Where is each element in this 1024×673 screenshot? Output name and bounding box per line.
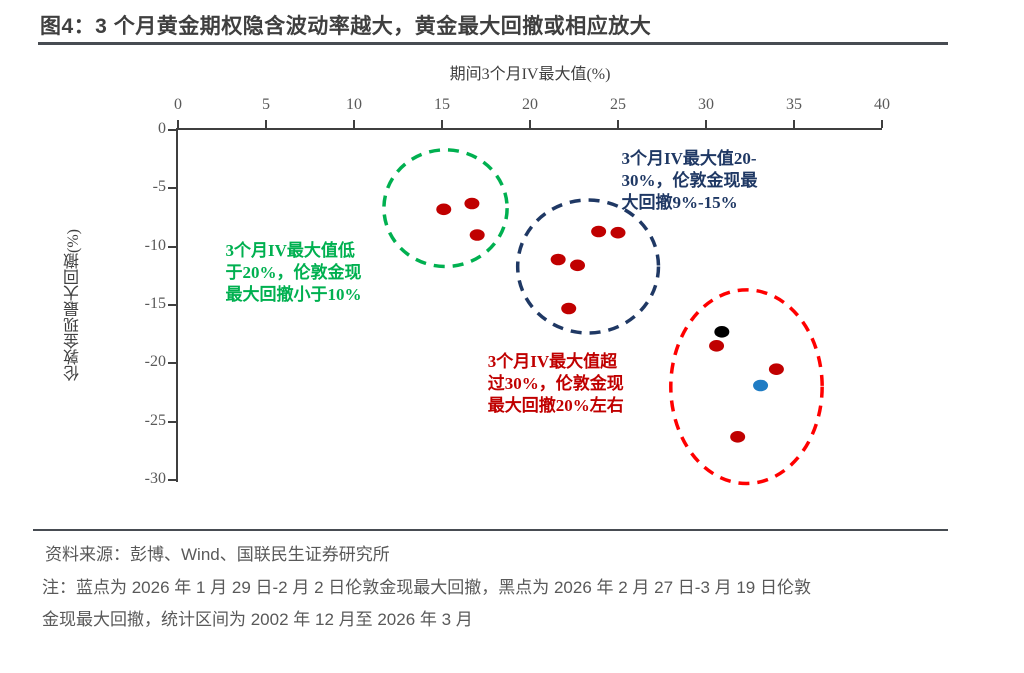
x-tick-label: 10 [346, 96, 362, 113]
group-iv-above-30-ellipse [669, 288, 824, 486]
data-point [436, 203, 452, 216]
data-point [469, 229, 485, 241]
annotation-green: 3个月IV最大值低 于20%，伦敦金现 最大回撤小于10% [225, 240, 362, 304]
y-tick-label: -20 [144, 353, 166, 371]
annotation-navy: 3个月IV最大值20- 30%，伦敦金现最 大回撤9%-15% [621, 148, 758, 212]
figure-title: 图4：3 个月黄金期权隐含波动率越大，黄金最大回撤或相应放大 [40, 15, 652, 38]
x-tick [881, 120, 883, 128]
x-axis-title: 期间3个月IV最大值(%) [449, 66, 611, 83]
x-tick [529, 120, 531, 128]
data-point [570, 259, 586, 272]
y-axis-title: 伦敦金现最大回撤(%) [65, 229, 82, 381]
data-point [464, 197, 480, 210]
x-tick-label: 25 [610, 96, 626, 113]
y-tick [168, 362, 176, 365]
scatter-plot-area: 0 5 10 15 20 25 30 35 40 0 -5 -10 -15 -20 -25 -30 3个月IV最… [145, 96, 890, 487]
plot-canvas [382, 148, 824, 486]
data-point [753, 379, 769, 392]
x-tick [265, 120, 267, 128]
x-tick [441, 120, 443, 128]
data-point [610, 226, 626, 239]
y-tick [168, 129, 176, 131]
source-text: 资料来源：彭博、Wind、国联民生证券研究所 [45, 545, 390, 564]
x-tick-label: 0 [174, 96, 182, 113]
group-iv-20-30-ellipse [515, 198, 661, 335]
x-tick-label: 5 [262, 96, 270, 113]
y-tick-label: -10 [144, 236, 166, 254]
y-tick-label: 0 [158, 120, 166, 137]
annotation-red: 3个月IV最大值超 过30%，伦敦金现 最大回撤20%左右 [487, 351, 624, 415]
data-point [714, 326, 730, 338]
note-text-line2: 金现最大回撤，统计区间为 2002 年 12 月至 2026 年 3 月 [42, 610, 473, 629]
y-tick [168, 479, 176, 481]
y-tick-label: -15 [144, 295, 166, 312]
x-tick-label: 20 [522, 96, 538, 113]
y-tick-label: -5 [152, 178, 166, 196]
y-tick [168, 187, 176, 190]
data-point [730, 431, 746, 443]
y-tick [168, 304, 176, 306]
x-axis-line [176, 128, 882, 130]
x-tick-label: 40 [874, 96, 890, 113]
y-tick-label: -30 [144, 470, 166, 487]
y-tick-label: -25 [144, 411, 166, 429]
x-tick-label: 35 [786, 96, 802, 113]
data-point [561, 302, 577, 315]
x-tick [793, 120, 795, 128]
note-text-line1: 注：蓝点为 2026 年 1 月 29 日-2 月 2 日伦敦金现最大回撤，黑点… [42, 578, 811, 597]
data-point [768, 363, 784, 375]
x-tick [177, 120, 179, 128]
data-point [550, 253, 566, 266]
y-tick [168, 420, 176, 423]
title-underline [38, 42, 948, 45]
x-tick-label: 30 [698, 96, 714, 113]
x-tick-label: 15 [434, 96, 450, 113]
data-point [591, 225, 607, 238]
data-point [709, 340, 725, 352]
y-axis-line [176, 128, 178, 482]
x-tick [705, 120, 707, 128]
x-tick [353, 120, 355, 128]
x-tick [617, 120, 619, 128]
footer-divider [33, 529, 948, 531]
y-tick [168, 245, 176, 248]
